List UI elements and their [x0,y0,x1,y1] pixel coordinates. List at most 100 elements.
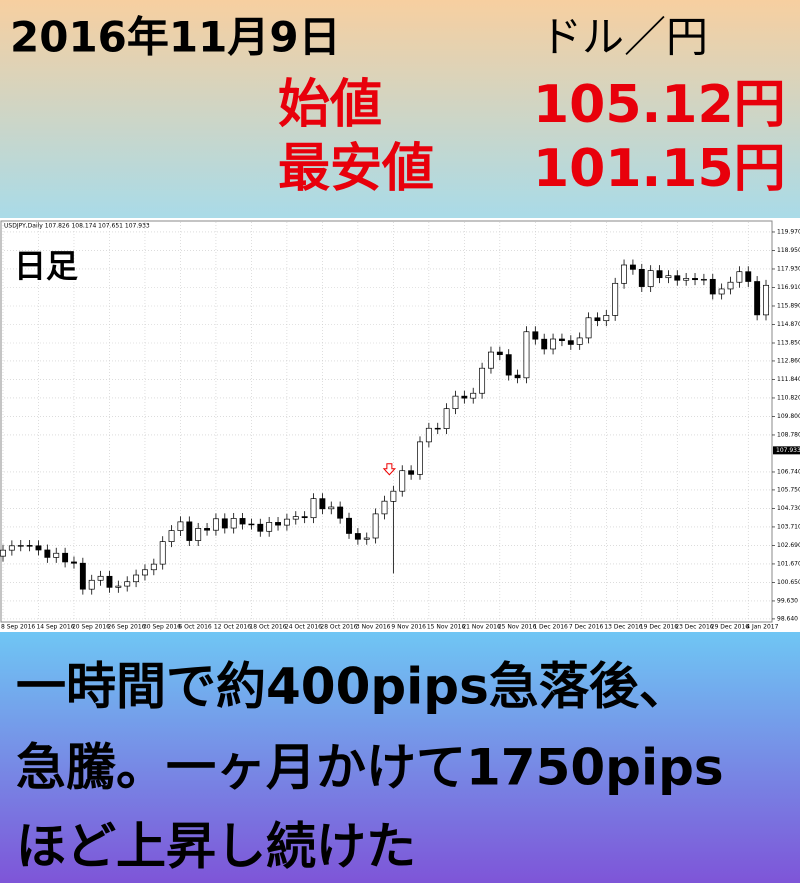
candle-body [17,545,24,547]
candle-body [115,585,122,588]
candle-body [79,562,86,590]
x-tick-label: 21 Nov 2016 [462,624,501,631]
candle-body [709,278,716,295]
candle-body [354,533,361,540]
candle-body [133,574,140,583]
x-tick-label: 26 Sep 2016 [107,624,145,631]
candle-body [0,549,6,557]
candle-body [399,470,406,492]
candle-body [558,338,565,341]
y-tick-label: 100.650 [777,579,800,586]
header-bg [0,0,800,218]
x-tick-label: 20 Sep 2016 [72,624,110,631]
candle-body [523,331,530,379]
candle-body [496,351,503,355]
x-tick-label: 13 Dec 2016 [604,624,643,631]
candle-body [204,528,211,531]
candle-body [532,331,539,340]
candle-body [550,338,557,350]
candle-body [541,338,548,350]
candle-body [363,537,370,540]
candle-body [656,270,663,279]
candle-body [142,569,148,576]
candle-body [585,317,592,339]
candle-body [621,264,627,284]
candle-body [35,545,42,551]
x-tick-label: 18 Oct 2016 [249,624,286,631]
candle-body [470,392,477,399]
candle-body [71,561,77,564]
candle-body [283,518,290,526]
candle-body [195,528,202,541]
candle-body [319,498,326,510]
candle-body [408,470,415,475]
low-value: 101.15円 [533,139,786,199]
candle-body [479,367,486,394]
y-tick-label: 101.670 [777,560,800,567]
y-tick-label: 111.840 [777,376,800,383]
candle-body [567,340,574,345]
y-tick-label: 117.930 [777,265,800,272]
candle-body [763,284,769,316]
y-tick-label: 112.860 [777,357,800,364]
open-value: 105.12円 [533,75,786,135]
x-tick-label: 7 Dec 2016 [569,624,604,631]
x-tick-label: 30 Sep 2016 [143,624,181,631]
candle-body [301,516,308,519]
x-tick-label: 9 Nov 2016 [391,624,426,631]
candle-body [736,271,743,283]
y-tick-label: 106.740 [777,468,800,475]
candle-body [417,441,423,475]
candle-body [337,506,344,519]
chart-bg [0,218,800,632]
y-tick-label: 105.750 [777,486,800,493]
y-tick-label: 109.800 [777,413,800,420]
candle-body [629,264,636,270]
candle-body [124,581,131,587]
current-price-tag [773,446,800,455]
candle-body [221,518,228,529]
x-tick-label: 6 Oct 2016 [178,624,211,631]
candle-body [674,275,681,281]
timeframe-label: 日足 [14,247,78,285]
candle-body [257,523,264,532]
candle-body [603,315,610,322]
candle-body [239,518,246,525]
candle-body [700,278,707,281]
candle-body [292,516,299,520]
chart: 98.640 99.630 100.650 101.670 102.690 103.710… [0,222,800,631]
candle-body [230,518,237,529]
candle-body [159,541,166,565]
date: 2016年11月9日 [10,13,341,62]
open-label: 始値 [278,75,382,135]
candle-body [248,523,255,526]
y-tick-label: 102.690 [777,542,800,549]
candle-body [461,395,468,399]
candle-body [346,517,352,534]
candle-body [8,545,15,551]
x-tick-label: 4 Jan 2017 [746,624,778,631]
footer-bg [0,632,800,883]
candle-body [594,317,601,322]
y-tick-label: 115.890 [777,302,800,309]
candle-body [692,278,698,281]
candle-body [443,408,450,429]
x-tick-label: 1 Dec 2016 [533,624,568,631]
candle-body [372,513,379,539]
candle-body [44,549,51,558]
candle-body [275,522,281,526]
candle-body [381,500,388,515]
candle-body [186,521,193,541]
y-tick-label: 119.970 [777,228,800,235]
candle-body [727,281,734,290]
candle-body [718,288,725,295]
y-tick-label: 103.710 [777,523,800,530]
x-tick-label: 23 Dec 2016 [675,624,714,631]
candle-body [754,281,761,316]
candle-body [505,354,512,376]
event-arrow [382,463,397,476]
y-tick-label: 110.820 [777,394,800,401]
footer-line: ほど上昇し続けた [16,818,416,876]
symbol-info: USDJPY,Daily 107.826 108.174 107.651 107… [4,223,150,230]
